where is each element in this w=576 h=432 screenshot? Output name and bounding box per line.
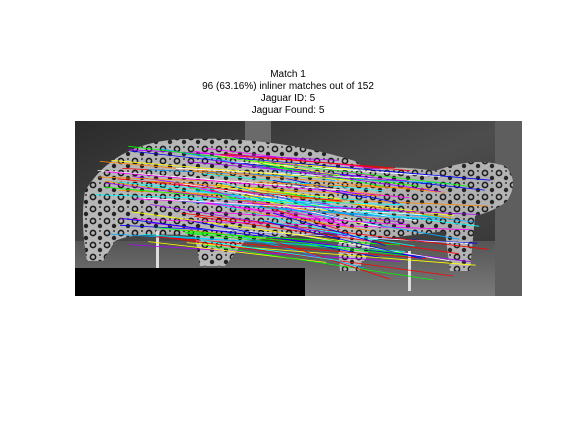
figure-title: Match 1 96 (63.16%) inliner matches out … — [0, 69, 576, 117]
match-line — [257, 207, 417, 220]
match-line — [128, 149, 339, 161]
match-line — [157, 227, 404, 254]
match-line — [219, 154, 394, 169]
match-line — [272, 212, 386, 246]
match-line — [150, 204, 348, 237]
match-line — [227, 195, 480, 227]
match-line — [94, 194, 404, 206]
match-line — [110, 233, 340, 247]
match-line — [143, 197, 422, 216]
match-line — [130, 150, 485, 191]
camera-trap-scene — [75, 121, 522, 296]
match-line — [272, 180, 368, 199]
match-line — [106, 171, 410, 199]
match-line — [117, 178, 343, 202]
match-line — [187, 161, 408, 182]
match-line — [285, 178, 400, 204]
title-jaguar-found: Jaguar Found: 5 — [251, 105, 325, 116]
match-line — [186, 232, 425, 258]
match-line — [128, 145, 469, 187]
match-line — [129, 244, 401, 262]
match-line — [280, 231, 453, 262]
black-occlusion-box — [75, 268, 305, 296]
tree-trunk — [495, 121, 522, 296]
match-line — [212, 211, 409, 226]
match-line — [131, 211, 365, 245]
match-line — [225, 184, 453, 219]
match-line — [200, 239, 341, 262]
match-line — [150, 180, 380, 197]
match-line — [221, 182, 376, 222]
match-line — [97, 170, 346, 191]
stake — [408, 251, 411, 291]
jaguar-right — [323, 162, 514, 271]
match-line — [98, 176, 430, 190]
match-line — [255, 186, 340, 204]
match-line — [260, 219, 415, 247]
match-line — [287, 206, 382, 228]
match-line — [105, 180, 385, 221]
stake — [156, 231, 159, 271]
match-line — [227, 232, 365, 269]
title-match: Match 1 — [270, 69, 306, 80]
match-line — [205, 148, 381, 170]
match-line — [111, 160, 351, 181]
match-line — [238, 209, 371, 232]
match-line — [203, 244, 434, 281]
match-line — [206, 202, 347, 225]
match-line — [202, 173, 384, 192]
match-line — [279, 207, 460, 240]
match-line — [120, 218, 470, 231]
title-jaguar-id: Jaguar ID: 5 — [260, 93, 316, 104]
match-line — [214, 159, 441, 192]
title-inliers: 96 (63.16%) inliner matches out of 152 — [202, 81, 374, 92]
match-line — [175, 167, 392, 180]
match-lines — [94, 145, 491, 281]
match-image — [75, 121, 522, 296]
